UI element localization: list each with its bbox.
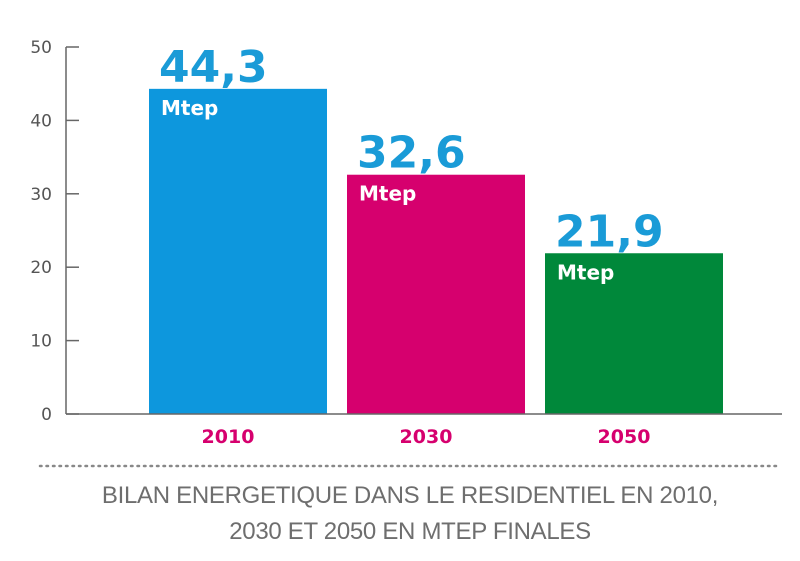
unit-label-2050: Mtep bbox=[557, 260, 614, 284]
bar-2030 bbox=[347, 174, 525, 414]
value-label-2010: 44,3 bbox=[159, 42, 268, 93]
caption-line-1: BILAN ENERGETIQUE DANS LE RESIDENTIEL EN… bbox=[101, 482, 719, 509]
bar-labels: 44,3 Mtep 32,6 Mtep 21,9 Mtep bbox=[159, 42, 664, 284]
y-tick-label: 10 bbox=[30, 332, 52, 352]
caption-line-2: 2030 ET 2050 EN MTEP FINALES bbox=[229, 518, 591, 545]
value-label-2030: 32,6 bbox=[357, 128, 466, 179]
y-tick-label: 0 bbox=[41, 405, 52, 425]
bar-2010 bbox=[149, 88, 327, 414]
x-tick-label-2030: 2030 bbox=[400, 426, 453, 448]
x-tick-label-2050: 2050 bbox=[598, 426, 651, 448]
y-tick-label: 30 bbox=[30, 185, 52, 205]
y-axis: 0 10 20 30 40 50 bbox=[30, 38, 79, 425]
chart-caption: BILAN ENERGETIQUE DANS LE RESIDENTIEL EN… bbox=[40, 478, 780, 550]
y-tick-label: 50 bbox=[30, 38, 52, 58]
bar-2050 bbox=[545, 253, 723, 414]
x-axis: 2010 2030 2050 bbox=[66, 413, 782, 448]
bars bbox=[149, 88, 723, 414]
x-tick-label-2010: 2010 bbox=[202, 426, 255, 448]
unit-label-2010: Mtep bbox=[161, 96, 218, 120]
y-tick-label: 40 bbox=[30, 111, 52, 131]
value-label-2050: 21,9 bbox=[555, 206, 664, 257]
y-tick-label: 20 bbox=[30, 258, 52, 278]
unit-label-2030: Mtep bbox=[359, 182, 416, 206]
